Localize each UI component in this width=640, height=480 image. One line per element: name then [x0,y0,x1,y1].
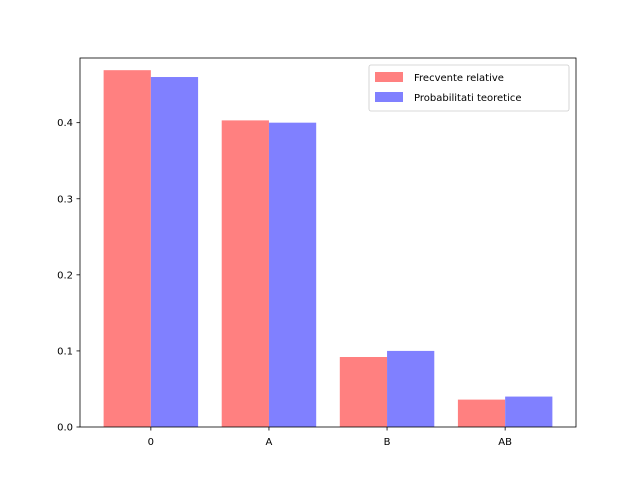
plot-frame [79,57,577,428]
legend-swatch [375,72,403,82]
bars-group [103,70,553,428]
bar-probabilitati-0 [150,77,199,427]
y-tick-label: 0.4 [57,118,73,129]
y-tick-label: 0.0 [57,423,73,434]
bar-frecvente-a [221,120,269,427]
x-tick-label: A [266,437,273,448]
bar-frecvente-b [339,357,388,427]
bar-probabilitati-b [387,350,435,427]
bar-frecvente-ab [457,399,506,427]
y-tick-label: 0.2 [57,270,73,281]
x-tick-label: 0 [148,437,154,448]
x-tick-label: AB [498,437,512,448]
legend-swatch [375,92,403,102]
axes-group: 0.00.10.20.30.40 A B AB [57,57,577,448]
bar-frecvente-0 [103,70,151,428]
legend-label: Frecvente relative [414,73,504,84]
y-tick-label: 0.1 [57,346,73,357]
bar-probabilitati-a [268,122,317,427]
legend-label: Probabilitati teoretice [414,93,522,104]
bar-probabilitati-ab [505,396,553,427]
y-tick-label: 0.3 [57,194,73,205]
x-tick-label: B [384,437,391,448]
legend: Frecvente relative Probabilitati teoretic… [368,64,570,112]
legend-box [368,64,570,112]
